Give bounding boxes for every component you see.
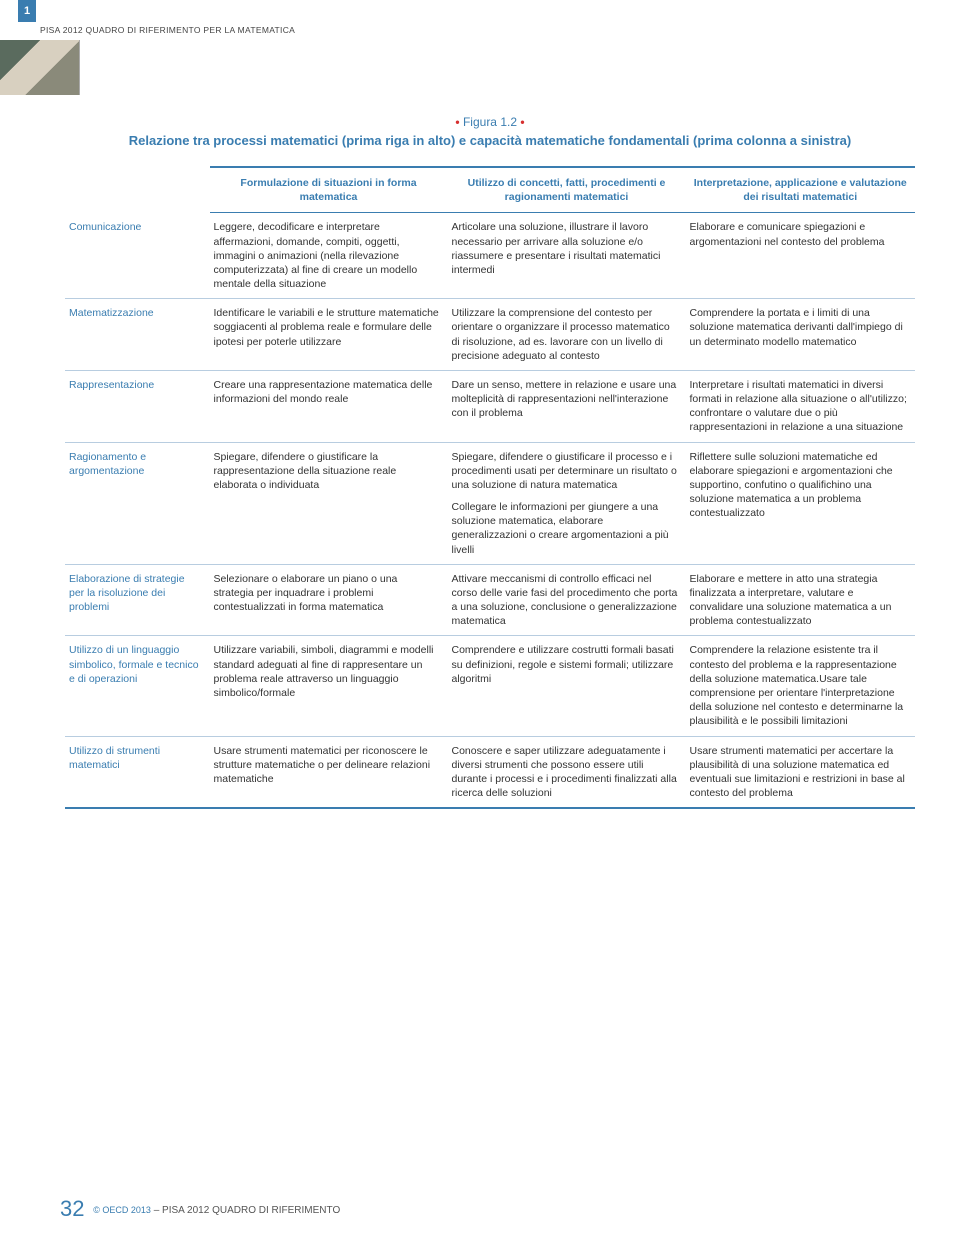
- row-label: Utilizzo di un linguaggio simbolico, for…: [65, 636, 210, 736]
- table-cell: Utilizzare la comprensione del contesto …: [448, 299, 686, 371]
- table-cell: Identificare le variabili e le strutture…: [210, 299, 448, 371]
- table-row: Elaborazione di strategie per la risoluz…: [65, 564, 915, 636]
- table-cell: Usare strumenti matematici per riconosce…: [210, 736, 448, 808]
- table-row: Ragionamento e argomentazioneSpiegare, d…: [65, 442, 915, 564]
- table-cell: Conoscere e saper utilizzare adeguatamen…: [448, 736, 686, 808]
- bullet-icon: •: [455, 115, 459, 129]
- chapter-tab: 1: [18, 0, 36, 22]
- footer-tail: – PISA 2012 QUADRO DI RIFERIMENTO: [154, 1205, 341, 1216]
- figure-label-num: 1.2: [500, 115, 517, 129]
- table-header-row: Formulazione di situazioni in forma mate…: [65, 167, 915, 213]
- header-interpretazione: Interpretazione, applicazione e valutazi…: [686, 167, 916, 213]
- row-label: Comunicazione: [65, 213, 210, 299]
- row-label: Rappresentazione: [65, 370, 210, 442]
- header-formulazione: Formulazione di situazioni in forma mate…: [210, 167, 448, 213]
- row-label: Utilizzo di strumenti matematici: [65, 736, 210, 808]
- table-row: RappresentazioneCreare una rappresentazi…: [65, 370, 915, 442]
- table-row: ComunicazioneLeggere, decodificare e int…: [65, 213, 915, 299]
- header-utilizzo: Utilizzo di concetti, fatti, procediment…: [448, 167, 686, 213]
- table-cell: Spiegare, difendere o giustificare la ra…: [210, 442, 448, 564]
- row-label: Elaborazione di strategie per la risoluz…: [65, 564, 210, 636]
- header-blank: [65, 167, 210, 213]
- table-cell: Creare una rappresentazione matematica d…: [210, 370, 448, 442]
- figure-label: • Figura 1.2 •: [65, 115, 915, 129]
- table-cell: Comprendere la portata e i limiti di una…: [686, 299, 916, 371]
- row-label: Matematizzazione: [65, 299, 210, 371]
- table-cell: Utilizzare variabili, simboli, diagrammi…: [210, 636, 448, 736]
- row-label: Ragionamento e argomentazione: [65, 442, 210, 564]
- table-cell: Comprendere e utilizzare costrutti forma…: [448, 636, 686, 736]
- table-row: Utilizzo di un linguaggio simbolico, for…: [65, 636, 915, 736]
- table-cell: Selezionare o elaborare un piano o una s…: [210, 564, 448, 636]
- content-area: • Figura 1.2 • Relazione tra processi ma…: [65, 115, 915, 809]
- table-cell: Interpretare i risultati matematici in d…: [686, 370, 916, 442]
- thumbnail-image: [0, 40, 80, 95]
- table-cell: Leggere, decodificare e interpretare aff…: [210, 213, 448, 299]
- figure-title: Relazione tra processi matematici (prima…: [65, 133, 915, 148]
- figure-label-prefix: Figura: [463, 115, 500, 129]
- bullet-icon: •: [520, 115, 524, 129]
- table-cell: Elaborare e mettere in atto una strategi…: [686, 564, 916, 636]
- copyright-text: © OECD 2013: [93, 1205, 151, 1215]
- table-cell: Articolare una soluzione, illustrare il …: [448, 213, 686, 299]
- table-cell: Spiegare, difendere o giustificare il pr…: [448, 442, 686, 564]
- capability-process-table: Formulazione di situazioni in forma mate…: [65, 166, 915, 809]
- table-cell: Riflettere sulle soluzioni matematiche e…: [686, 442, 916, 564]
- table-cell: Usare strumenti matematici per accertare…: [686, 736, 916, 808]
- page-footer: 32 © OECD 2013 – PISA 2012 QUADRO DI RIF…: [60, 1196, 340, 1222]
- table-cell: Comprendere la relazione esistente tra i…: [686, 636, 916, 736]
- page-number: 32: [60, 1196, 84, 1221]
- table-row: MatematizzazioneIdentificare le variabil…: [65, 299, 915, 371]
- table-cell: Attivare meccanismi di controllo efficac…: [448, 564, 686, 636]
- table-cell: Dare un senso, mettere in relazione e us…: [448, 370, 686, 442]
- running-head: PISA 2012 QUADRO DI RIFERIMENTO PER LA M…: [40, 25, 295, 35]
- table-row: Utilizzo di strumenti matematiciUsare st…: [65, 736, 915, 808]
- table-cell: Elaborare e comunicare spiegazioni e arg…: [686, 213, 916, 299]
